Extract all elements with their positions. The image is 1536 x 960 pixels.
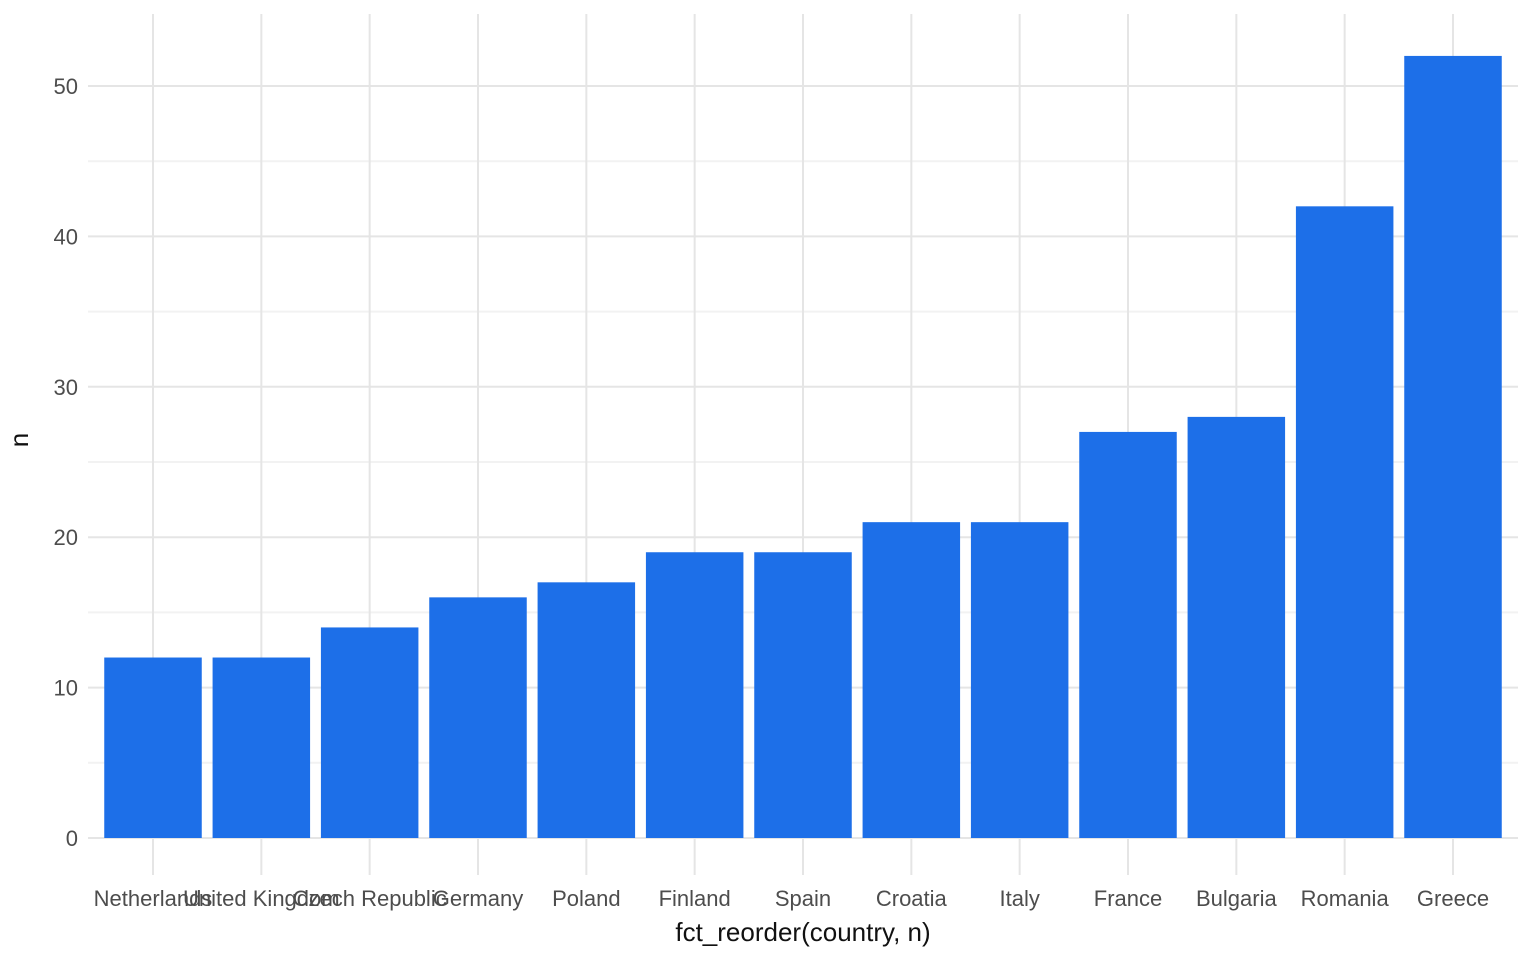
x-tick-label: Poland — [552, 886, 621, 911]
x-axis-title: fct_reorder(country, n) — [675, 917, 930, 947]
bar-united-kingdom — [212, 657, 311, 838]
x-tick-label: Greece — [1417, 886, 1489, 911]
x-tick-label: Czech Republic — [293, 886, 447, 911]
x-tick-label: United Kingdom — [183, 886, 340, 911]
x-tick-label: Bulgaria — [1196, 886, 1277, 911]
y-tick-label: 50 — [54, 74, 78, 99]
bar-germany — [429, 597, 527, 838]
bar-netherlands — [104, 657, 202, 838]
bar-spain — [754, 552, 852, 838]
y-tick-label: 0 — [66, 826, 78, 851]
x-tick-label: Netherlands — [94, 886, 213, 911]
x-tick-label: Finland — [659, 886, 731, 911]
bar-bulgaria — [1187, 416, 1286, 838]
bar-czech-republic — [320, 627, 419, 838]
bar-greece — [1404, 55, 1502, 839]
y-axis-title: n — [4, 433, 34, 447]
x-tick-label: Spain — [775, 886, 831, 911]
bar-croatia — [862, 522, 961, 838]
y-tick-label: 10 — [54, 676, 78, 701]
bar-poland — [537, 582, 636, 838]
y-tick-label: 20 — [54, 525, 78, 550]
y-tick-label: 30 — [54, 375, 78, 400]
bar-romania — [1295, 206, 1394, 838]
x-tick-label: France — [1094, 886, 1162, 911]
x-tick-label: Italy — [999, 886, 1039, 911]
bar-france — [1079, 431, 1177, 838]
bar-italy — [970, 522, 1069, 838]
x-tick-label: Germany — [433, 886, 523, 911]
x-tick-label: Romania — [1301, 886, 1390, 911]
bars-layer — [104, 55, 1502, 839]
x-tick-label: Croatia — [876, 886, 948, 911]
y-tick-label: 40 — [54, 224, 78, 249]
bar-finland — [645, 552, 744, 838]
